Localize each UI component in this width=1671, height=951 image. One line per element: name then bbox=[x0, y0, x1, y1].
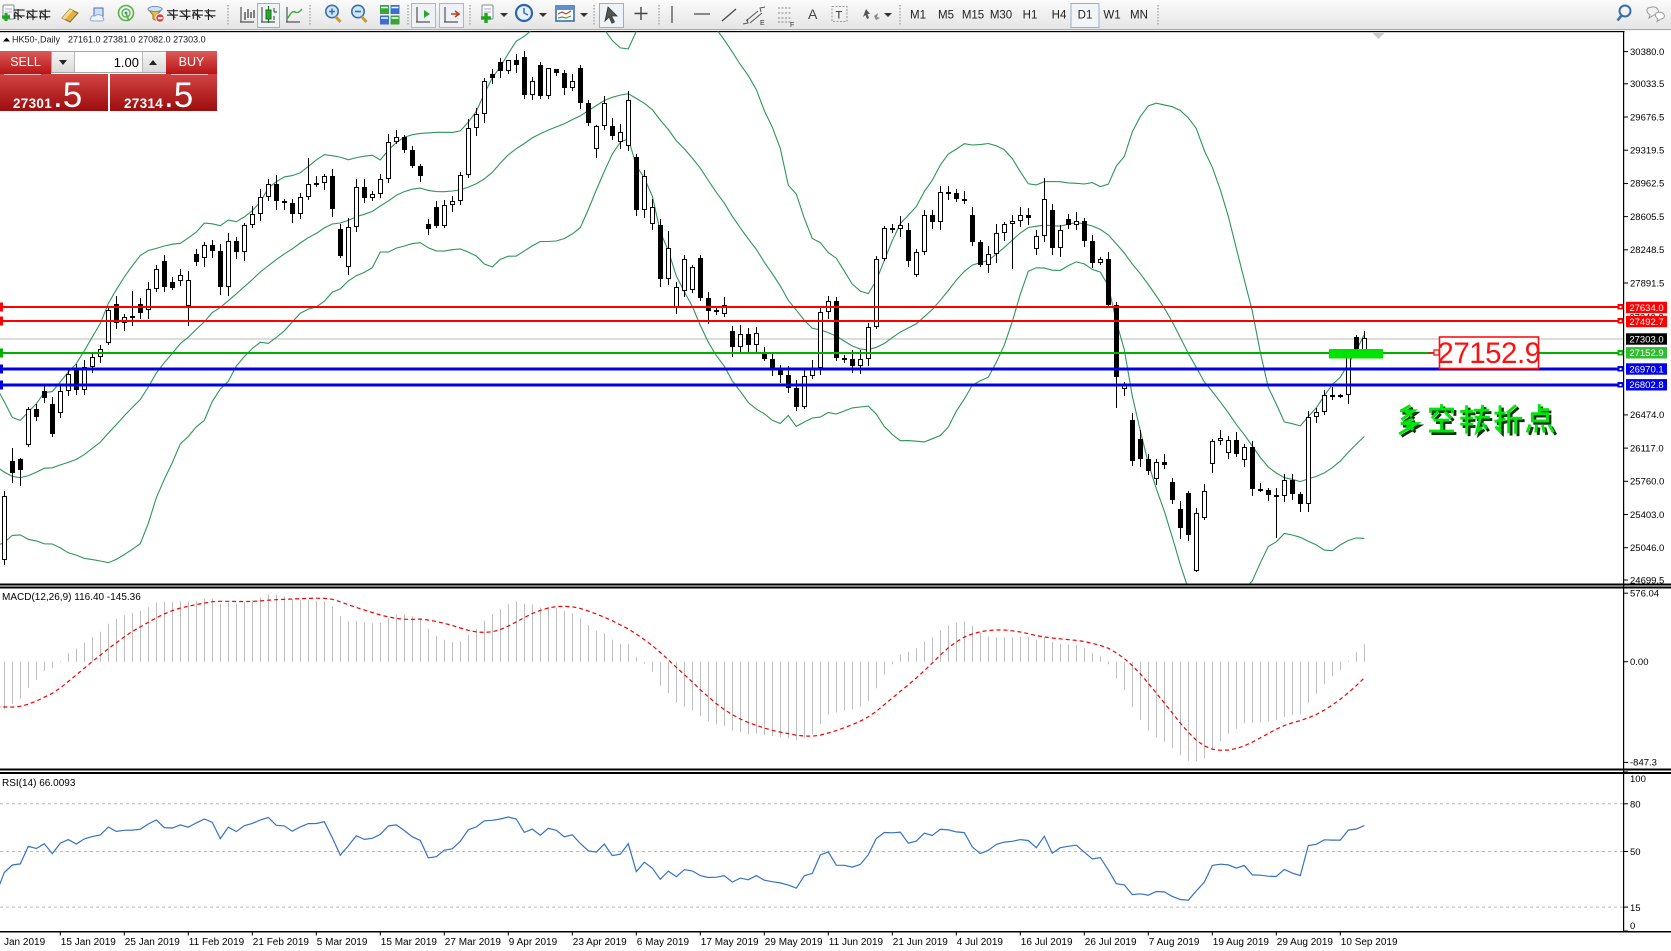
svg-text:15: 15 bbox=[1630, 903, 1641, 914]
svg-text:MN: MN bbox=[1130, 10, 1148, 22]
svg-text:A: A bbox=[808, 6, 818, 22]
svg-text:27152.9: 27152.9 bbox=[1629, 348, 1663, 359]
svg-text:H1: H1 bbox=[1023, 10, 1038, 22]
svg-text:9 Apr 2019: 9 Apr 2019 bbox=[509, 937, 558, 948]
svg-text:19 Aug 2019: 19 Aug 2019 bbox=[1213, 937, 1270, 948]
svg-text:26117.0: 26117.0 bbox=[1630, 443, 1664, 454]
svg-text:M5: M5 bbox=[938, 10, 954, 22]
svg-text:27891.5: 27891.5 bbox=[1630, 278, 1664, 289]
svg-text:-847.3: -847.3 bbox=[1630, 758, 1657, 769]
svg-text:26802.8: 26802.8 bbox=[1629, 380, 1663, 391]
svg-text:27303.0: 27303.0 bbox=[1629, 334, 1663, 345]
svg-text:HK50-,Daily: HK50-,Daily bbox=[12, 35, 61, 45]
svg-text:W1: W1 bbox=[1103, 10, 1120, 22]
svg-text:100: 100 bbox=[1630, 774, 1646, 785]
svg-text:M1: M1 bbox=[910, 10, 926, 22]
svg-text:10 Sep 2019: 10 Sep 2019 bbox=[1341, 937, 1398, 948]
svg-text:29 May 2019: 29 May 2019 bbox=[765, 937, 823, 948]
svg-text:25403.0: 25403.0 bbox=[1630, 510, 1664, 521]
svg-text:21 Jun 2019: 21 Jun 2019 bbox=[893, 937, 948, 948]
svg-text:23 Apr 2019: 23 Apr 2019 bbox=[573, 937, 627, 948]
svg-text:M30: M30 bbox=[990, 10, 1012, 22]
svg-text:25760.0: 25760.0 bbox=[1630, 477, 1664, 488]
svg-text:RSI(14) 66.0093: RSI(14) 66.0093 bbox=[2, 778, 76, 789]
svg-text:50: 50 bbox=[1630, 847, 1641, 858]
svg-text:26474.0: 26474.0 bbox=[1630, 410, 1664, 421]
svg-text:29676.5: 29676.5 bbox=[1630, 112, 1664, 123]
svg-text:7 Aug 2019: 7 Aug 2019 bbox=[1149, 937, 1200, 948]
svg-text:25 Jan 2019: 25 Jan 2019 bbox=[125, 937, 180, 948]
svg-text:E: E bbox=[760, 20, 765, 27]
svg-text:T: T bbox=[836, 10, 843, 22]
svg-text:25046.0: 25046.0 bbox=[1630, 543, 1664, 554]
svg-text:H4: H4 bbox=[1052, 10, 1067, 22]
svg-text:4 Jul 2019: 4 Jul 2019 bbox=[957, 937, 1004, 948]
svg-text:576.04: 576.04 bbox=[1630, 589, 1659, 600]
svg-text:28962.5: 28962.5 bbox=[1630, 179, 1664, 190]
svg-text:27634.0: 27634.0 bbox=[1629, 303, 1663, 314]
svg-text:MACD(12,26,9) 116.40 -145.36: MACD(12,26,9) 116.40 -145.36 bbox=[2, 592, 141, 603]
svg-text:27492.7: 27492.7 bbox=[1629, 317, 1663, 328]
svg-text:29319.5: 29319.5 bbox=[1630, 146, 1664, 157]
svg-text:15 Mar 2019: 15 Mar 2019 bbox=[381, 937, 438, 948]
svg-text:6 May 2019: 6 May 2019 bbox=[637, 937, 690, 948]
svg-text:17 May 2019: 17 May 2019 bbox=[701, 937, 759, 948]
svg-text:28248.5: 28248.5 bbox=[1630, 245, 1664, 256]
svg-text:30033.5: 30033.5 bbox=[1630, 79, 1664, 90]
svg-text:5 Mar 2019: 5 Mar 2019 bbox=[317, 937, 368, 948]
svg-text:Jan 2019: Jan 2019 bbox=[4, 937, 46, 948]
svg-text:0.00: 0.00 bbox=[1630, 657, 1649, 668]
svg-text:27152.9: 27152.9 bbox=[1437, 337, 1540, 370]
svg-text:26 Jul 2019: 26 Jul 2019 bbox=[1085, 937, 1137, 948]
svg-text:24699.5: 24699.5 bbox=[1630, 575, 1664, 586]
svg-text:30380.0: 30380.0 bbox=[1630, 47, 1664, 58]
svg-text:28605.5: 28605.5 bbox=[1630, 212, 1664, 223]
svg-text:16 Jul 2019: 16 Jul 2019 bbox=[1021, 937, 1073, 948]
svg-text:M15: M15 bbox=[962, 10, 984, 22]
svg-text:80: 80 bbox=[1630, 799, 1641, 810]
svg-text:11 Jun 2019: 11 Jun 2019 bbox=[829, 937, 884, 948]
svg-text:27161.0 27381.0 27082.0 27303.: 27161.0 27381.0 27082.0 27303.0 bbox=[68, 35, 206, 45]
svg-text:15 Jan 2019: 15 Jan 2019 bbox=[61, 937, 116, 948]
svg-text:21 Feb 2019: 21 Feb 2019 bbox=[253, 937, 310, 948]
svg-text:11 Feb 2019: 11 Feb 2019 bbox=[189, 937, 245, 948]
svg-text:27342.2: 27342.2 bbox=[1629, 312, 1663, 323]
svg-text:26970.1: 26970.1 bbox=[1629, 364, 1663, 375]
svg-text:0: 0 bbox=[1630, 921, 1635, 932]
svg-text:D1: D1 bbox=[1078, 10, 1093, 22]
svg-text:F: F bbox=[790, 22, 794, 29]
svg-text:29 Aug 2019: 29 Aug 2019 bbox=[1277, 937, 1334, 948]
svg-text:27 Mar 2019: 27 Mar 2019 bbox=[445, 937, 502, 948]
